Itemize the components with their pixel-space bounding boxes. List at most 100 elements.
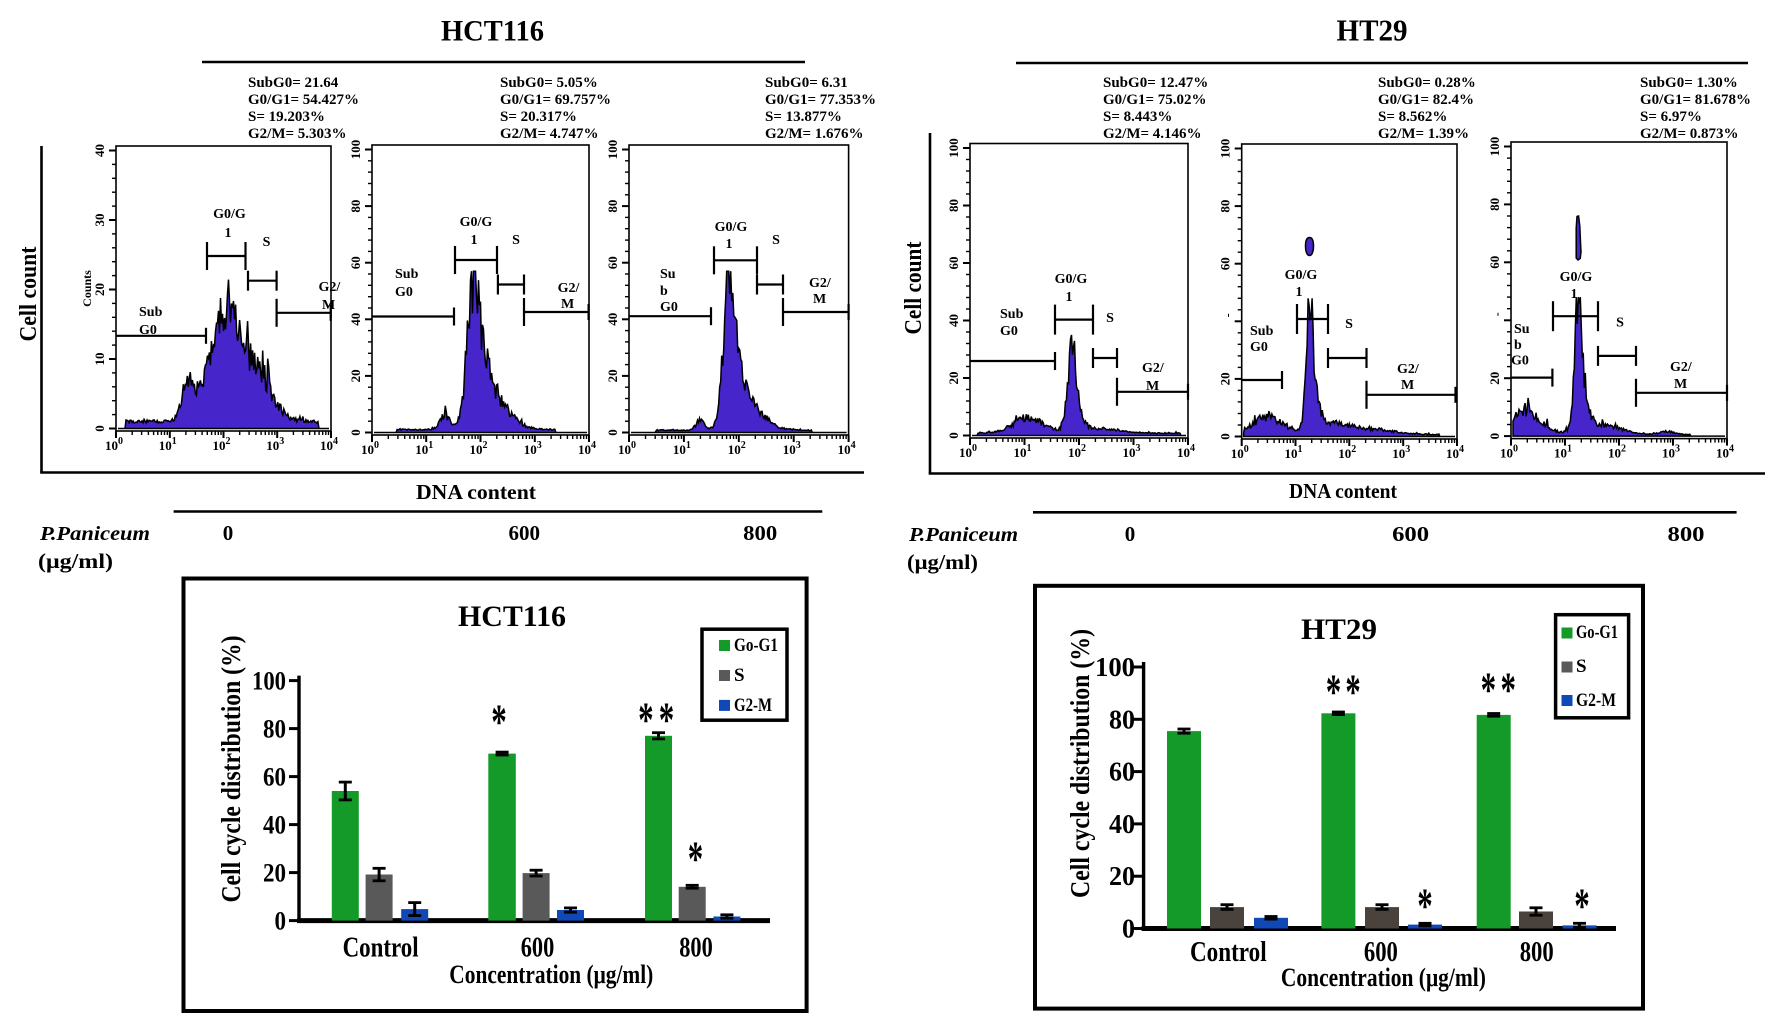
svg-text:G0/G: G0/G: [715, 220, 748, 235]
svg-text:*: *: [659, 692, 674, 747]
svg-text:0: 0: [605, 429, 620, 436]
svg-text:M: M: [1146, 379, 1159, 394]
svg-text:M: M: [813, 292, 826, 307]
svg-text:*: *: [688, 831, 703, 886]
svg-text:G0/G1= 69.757%: G0/G1= 69.757%: [500, 92, 611, 108]
svg-text:S= 8.562%: S= 8.562%: [1378, 109, 1447, 125]
svg-text:S= 6.97%: S= 6.97%: [1640, 109, 1702, 125]
svg-text:G0: G0: [1250, 340, 1268, 355]
svg-text:*: *: [1481, 662, 1496, 717]
svg-text:80: 80: [605, 200, 620, 213]
svg-text:*: *: [1574, 878, 1589, 933]
svg-text:40: 40: [605, 313, 620, 326]
svg-text:(μg/ml): (μg/ml): [38, 549, 113, 573]
svg-text:0: 0: [1218, 433, 1233, 440]
svg-text:Counts: Counts: [80, 270, 94, 307]
svg-text:G2/: G2/: [1670, 360, 1693, 375]
svg-text:60: 60: [946, 257, 961, 270]
svg-text:*: *: [1345, 664, 1360, 719]
svg-text:P.Paniceum: P.Paniceum: [39, 523, 150, 545]
svg-text:0: 0: [92, 425, 107, 432]
svg-text:S: S: [1106, 311, 1114, 326]
svg-text:S= 20.317%: S= 20.317%: [500, 109, 577, 125]
svg-text:0: 0: [946, 432, 961, 439]
svg-text:G0/G: G0/G: [1055, 272, 1088, 287]
svg-text:Sub: Sub: [1000, 307, 1024, 322]
svg-text:Cell cycle distribution (%): Cell cycle distribution (%): [1065, 629, 1095, 898]
svg-text:G2/: G2/: [809, 276, 832, 291]
svg-text:20: 20: [92, 283, 107, 296]
svg-text:G2/: G2/: [1142, 361, 1165, 376]
svg-text:60: 60: [1487, 256, 1502, 269]
svg-text:(μg/ml): (μg/ml): [907, 550, 978, 574]
svg-text:G2/M= 4.747%: G2/M= 4.747%: [500, 126, 599, 142]
svg-text:M: M: [322, 298, 335, 313]
svg-text:G2-M: G2-M: [734, 695, 772, 716]
svg-text:80: 80: [1109, 704, 1135, 734]
svg-text:SubG0= 21.64: SubG0= 21.64: [248, 75, 339, 91]
svg-text:0: 0: [223, 521, 234, 545]
svg-text:80: 80: [348, 200, 363, 213]
svg-text:G2/: G2/: [1397, 362, 1420, 377]
svg-text:SubG0= 1.30%: SubG0= 1.30%: [1640, 75, 1738, 91]
svg-text:100: 100: [1095, 652, 1135, 682]
svg-text:G0/G: G0/G: [213, 207, 246, 222]
svg-text:40: 40: [946, 314, 961, 327]
svg-text:-: -: [1490, 312, 1504, 316]
svg-text:600: 600: [1364, 936, 1398, 968]
svg-text:HT29: HT29: [1337, 13, 1408, 48]
svg-text:Go-G1: Go-G1: [1576, 622, 1618, 643]
svg-text:800: 800: [679, 932, 713, 964]
svg-text:Sub: Sub: [395, 267, 419, 282]
svg-text:G0/G1= 82.4%: G0/G1= 82.4%: [1378, 92, 1474, 108]
svg-text:S: S: [512, 233, 520, 248]
svg-text:G0: G0: [1511, 354, 1529, 369]
svg-text:DNA content: DNA content: [1289, 479, 1397, 503]
svg-text:1: 1: [1571, 287, 1578, 302]
svg-text:SubG0= 6.31: SubG0= 6.31: [765, 75, 848, 91]
svg-text:Su: Su: [1514, 322, 1530, 337]
svg-text:40: 40: [1109, 809, 1135, 839]
svg-text:-: -: [1221, 313, 1235, 317]
svg-text:S: S: [734, 665, 745, 686]
svg-text:Sub: Sub: [1250, 324, 1274, 339]
svg-text:Go-G1: Go-G1: [734, 635, 778, 656]
svg-text:G0/G: G0/G: [460, 215, 493, 230]
svg-text:G2/M= 4.146%: G2/M= 4.146%: [1103, 126, 1202, 142]
svg-text:80: 80: [263, 715, 286, 744]
svg-text:1: 1: [471, 233, 478, 248]
svg-text:60: 60: [605, 256, 620, 269]
svg-text:S: S: [1616, 316, 1624, 331]
svg-text:60: 60: [348, 256, 363, 269]
svg-text:1: 1: [726, 237, 733, 252]
svg-text:G0/G1= 54.427%: G0/G1= 54.427%: [248, 92, 359, 108]
svg-text:*: *: [638, 692, 653, 747]
svg-text:G2/: G2/: [319, 280, 342, 295]
svg-text:*: *: [1501, 662, 1516, 717]
svg-text:S= 8.443%: S= 8.443%: [1103, 109, 1172, 125]
svg-text:80: 80: [1487, 198, 1502, 211]
svg-text:Control: Control: [343, 932, 419, 964]
svg-text:0: 0: [348, 429, 363, 436]
svg-text:600: 600: [521, 932, 555, 964]
svg-text:S= 19.203%: S= 19.203%: [248, 109, 325, 125]
svg-text:M: M: [561, 297, 574, 312]
svg-text:SubG0= 5.05%: SubG0= 5.05%: [500, 75, 598, 91]
svg-text:100: 100: [348, 140, 363, 160]
svg-text:Sub: Sub: [139, 305, 163, 320]
svg-text:M: M: [1674, 377, 1687, 392]
svg-text:0: 0: [1487, 433, 1502, 440]
svg-text:G2/M= 0.873%: G2/M= 0.873%: [1640, 126, 1739, 142]
svg-text:100: 100: [946, 138, 961, 158]
svg-text:20: 20: [348, 369, 363, 382]
svg-text:0: 0: [1125, 522, 1136, 546]
svg-text:60: 60: [263, 763, 286, 792]
svg-text:0: 0: [1122, 914, 1135, 944]
svg-text:Cell count: Cell count: [16, 247, 42, 342]
svg-text:G2/M= 1.39%: G2/M= 1.39%: [1378, 126, 1469, 142]
svg-text:60: 60: [1218, 257, 1233, 270]
svg-text:HT29: HT29: [1301, 613, 1377, 646]
svg-text:Su: Su: [660, 267, 676, 282]
svg-text:80: 80: [946, 199, 961, 212]
svg-text:40: 40: [92, 144, 107, 157]
